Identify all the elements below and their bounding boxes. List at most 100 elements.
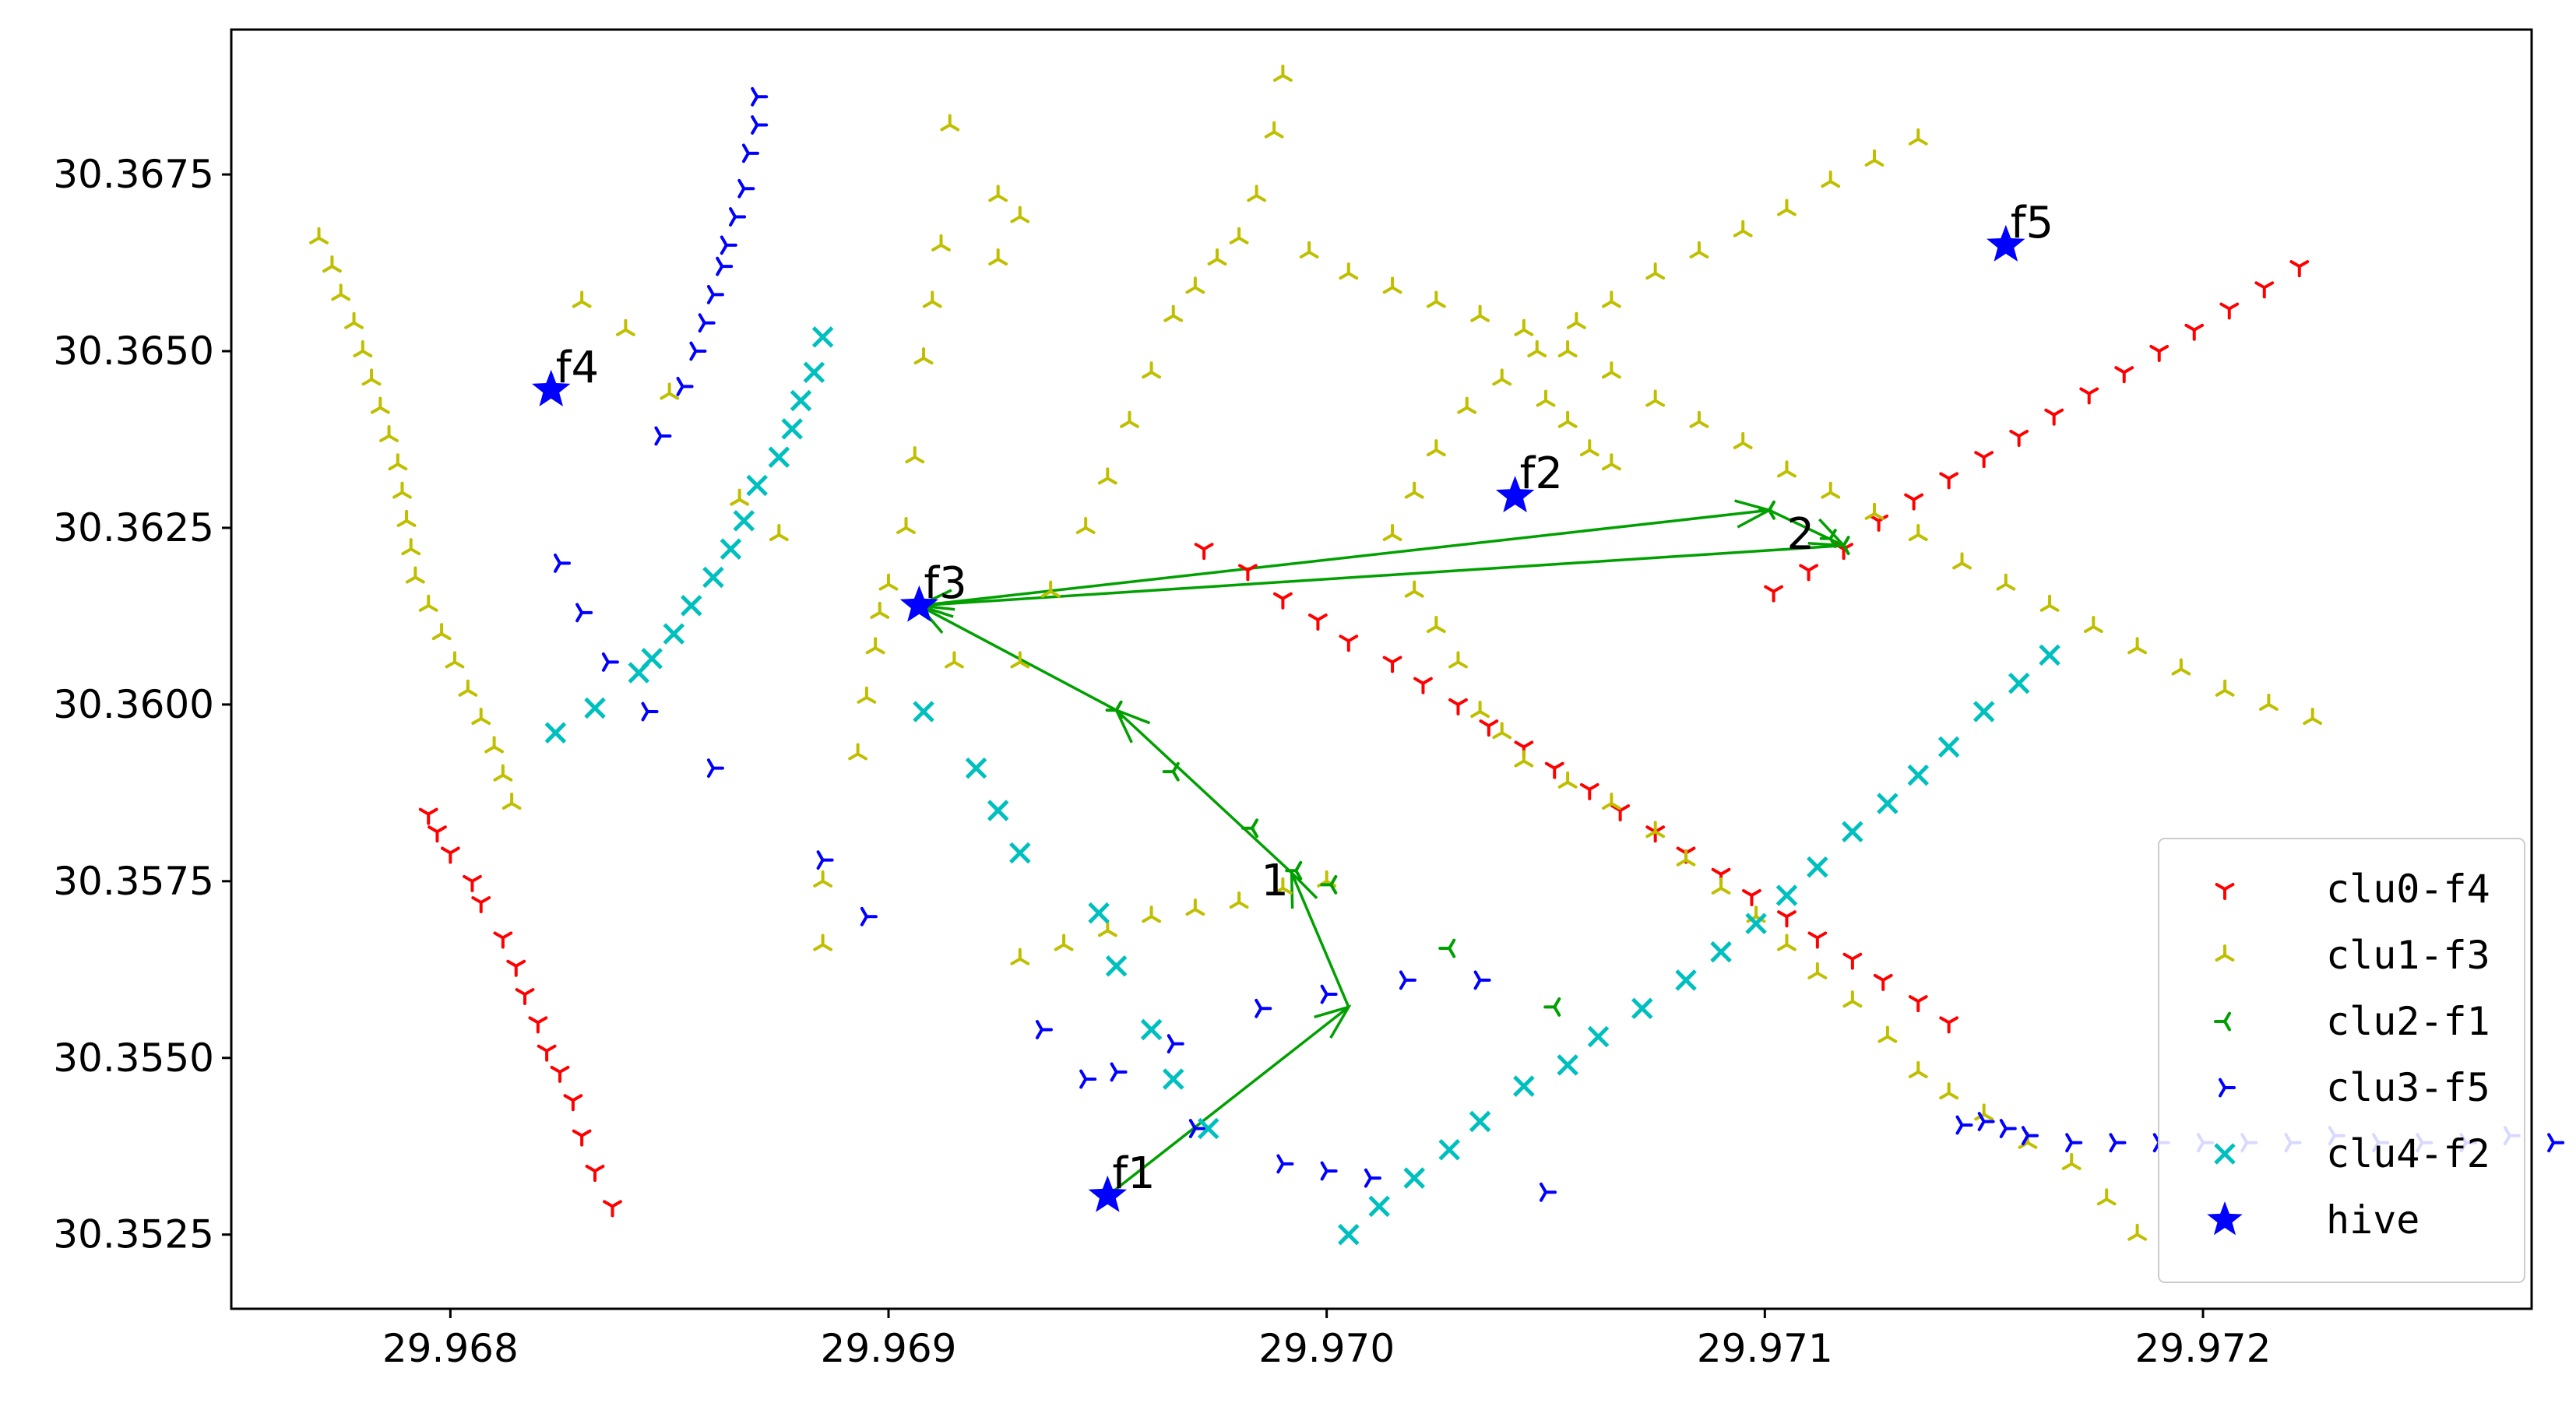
data-point (550, 1065, 570, 1083)
data-point (1557, 1054, 1578, 1076)
data-point (1952, 552, 1972, 570)
data-point (1939, 472, 1959, 490)
legend-marker (2214, 1143, 2236, 1165)
data-point (1404, 481, 1424, 499)
legend-marker (2207, 1201, 2243, 1236)
data-point (418, 594, 438, 612)
data-point (1142, 361, 1161, 379)
data-point (471, 896, 491, 914)
data-point (572, 1129, 592, 1147)
data-point (720, 235, 737, 255)
data-point (1602, 453, 1621, 471)
data-point (575, 603, 593, 623)
data-point (1745, 912, 1767, 935)
data-point (1775, 884, 1798, 906)
data-point (1579, 439, 1599, 457)
x-tick-label: 29.972 (2135, 1326, 2272, 1371)
data-point (676, 377, 694, 396)
data-point (2065, 1133, 2083, 1153)
data-point (322, 255, 342, 273)
data-point (616, 318, 635, 336)
data-point (396, 509, 417, 527)
data-point (768, 446, 790, 468)
data-point (1842, 952, 1863, 970)
data-point (660, 382, 680, 400)
data-point (865, 637, 885, 655)
data-point (344, 311, 364, 329)
data-point (584, 697, 606, 719)
data-point (1907, 764, 1930, 786)
data-point (2149, 345, 2170, 363)
data-point (428, 825, 447, 843)
data-point (2127, 1223, 2147, 1241)
data-point (706, 758, 724, 778)
data-point (737, 178, 755, 199)
data-point (816, 850, 834, 870)
data-point (702, 566, 724, 589)
data-point (1864, 149, 1884, 167)
data-point (2009, 429, 2029, 447)
data-point (1162, 1068, 1184, 1090)
hive-label-f4: f4 (556, 343, 599, 393)
data-point (1939, 1082, 1959, 1100)
data-point (641, 648, 663, 670)
data-point (1777, 934, 1797, 951)
data-point (392, 481, 412, 499)
legend-label: clu0-f4 (2326, 867, 2490, 912)
data-point (746, 474, 768, 497)
data-point (1821, 171, 1841, 188)
data-point (544, 722, 567, 744)
data-point (1955, 1115, 1973, 1135)
x-tick-label: 29.968 (382, 1326, 519, 1371)
legend-label: clu1-f3 (2326, 933, 2490, 978)
y-tick-label: 30.3525 (53, 1212, 214, 1257)
data-point (1273, 65, 1293, 83)
y-tick-label: 30.3550 (53, 1036, 214, 1081)
data-point (987, 800, 1009, 821)
hive-star-f2 (1495, 476, 1535, 513)
data-point (1403, 1167, 1425, 1189)
data-point (1908, 995, 1928, 1013)
data-point (1711, 877, 1731, 895)
data-point (2079, 387, 2099, 405)
data-point (1602, 290, 1621, 308)
data-point (1777, 199, 1797, 216)
data-point (1527, 340, 1547, 358)
data-point (1877, 793, 1899, 814)
data-point (1645, 821, 1666, 839)
data-point (2109, 1133, 2127, 1153)
data-point (1777, 460, 1797, 478)
data-point (361, 368, 382, 386)
data-point (379, 424, 399, 442)
data-point (1273, 592, 1293, 610)
data-point (1054, 934, 1074, 951)
data-point (1105, 955, 1128, 977)
data-point (370, 396, 390, 414)
data-point (537, 1044, 557, 1062)
y-tick-label: 30.3675 (53, 152, 214, 197)
data-point (870, 601, 890, 619)
plot-area (230, 28, 2533, 1310)
data-point (698, 313, 716, 333)
y-axis: 30.3525 30.3550 30.3575 30.3600 30.3625 30.36… (53, 152, 231, 1257)
data-point (1470, 304, 1490, 322)
data-point (1120, 410, 1139, 428)
data-point (1543, 997, 1561, 1017)
data-point (2289, 260, 2310, 278)
data-point (1799, 564, 1818, 582)
data-point (603, 1200, 622, 1218)
legend-item: clu2-f1 (2214, 999, 2490, 1044)
data-point (716, 256, 734, 276)
data-point (506, 959, 526, 977)
data-point (1536, 389, 1556, 407)
data-point (878, 573, 899, 591)
data-point (463, 874, 482, 892)
data-point (1188, 1119, 1206, 1138)
data-point (751, 115, 769, 135)
data-point (2254, 281, 2275, 299)
data-point (848, 743, 868, 761)
data-point (1438, 1138, 1460, 1161)
data-point (388, 453, 408, 471)
data-point (440, 846, 460, 864)
